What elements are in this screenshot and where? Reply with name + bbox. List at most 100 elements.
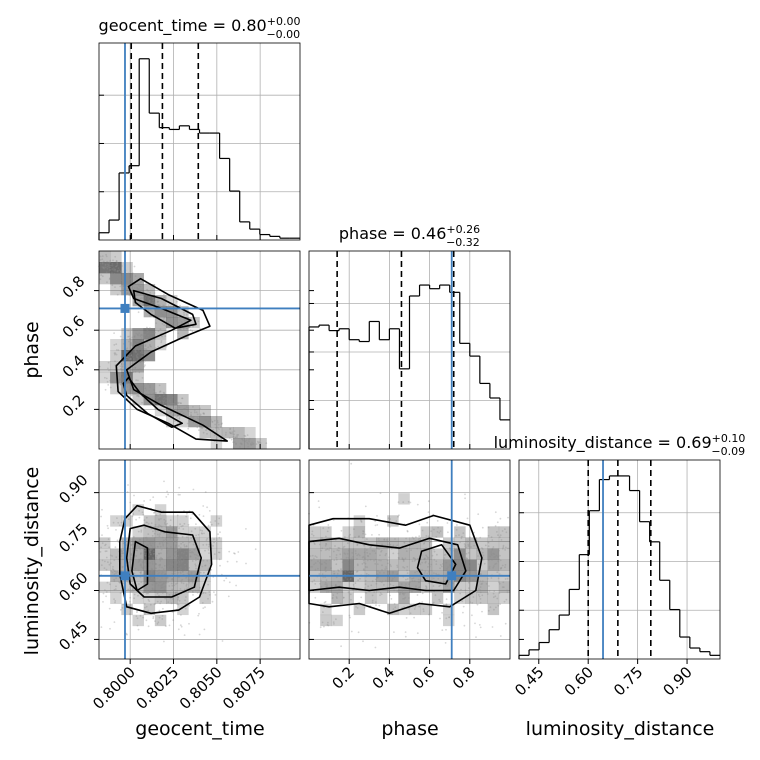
sample-point xyxy=(447,583,450,586)
sample-point xyxy=(166,317,169,320)
sample-point xyxy=(336,572,339,575)
sample-point xyxy=(159,578,161,581)
sample-point xyxy=(129,357,132,360)
sample-point xyxy=(99,262,101,265)
sample-point xyxy=(152,299,155,302)
sample-point xyxy=(386,539,388,541)
sample-point xyxy=(121,565,124,568)
density-cell xyxy=(166,581,178,593)
sample-point xyxy=(119,383,122,386)
sample-point xyxy=(156,314,159,317)
density-cell xyxy=(420,581,433,593)
sample-point xyxy=(151,588,154,591)
sample-point xyxy=(468,579,471,582)
sample-point xyxy=(224,434,227,436)
sample-point xyxy=(184,563,187,566)
sample-point xyxy=(476,549,479,551)
sample-point xyxy=(147,346,150,349)
sample-point xyxy=(186,327,189,330)
sample-point xyxy=(127,518,130,521)
sample-point xyxy=(448,616,451,619)
sample-point xyxy=(196,413,199,416)
sample-point xyxy=(164,521,166,524)
sample-point xyxy=(147,298,150,300)
density-cell xyxy=(233,438,245,450)
sample-point xyxy=(356,544,359,547)
sample-point xyxy=(164,597,167,600)
sample-point xyxy=(313,563,315,566)
sample-point xyxy=(144,392,147,395)
sample-point xyxy=(115,275,118,277)
sample-point xyxy=(137,384,140,387)
sample-point xyxy=(107,263,109,266)
sample-point xyxy=(324,570,327,573)
sample-point xyxy=(181,570,184,573)
sample-point xyxy=(133,597,136,600)
sample-point xyxy=(170,315,173,318)
density-cell xyxy=(454,537,466,549)
sample-point xyxy=(459,556,461,559)
sample-point xyxy=(397,515,399,518)
sample-point xyxy=(171,537,174,539)
sample-point xyxy=(433,572,435,574)
sample-point xyxy=(135,555,138,557)
sample-point xyxy=(360,596,363,599)
sample-point xyxy=(424,557,427,560)
sample-point xyxy=(424,570,427,572)
sample-point xyxy=(157,304,159,307)
sample-point xyxy=(182,528,185,530)
sample-point xyxy=(225,431,227,434)
sample-point xyxy=(363,561,365,564)
sample-point xyxy=(110,562,112,564)
sample-point xyxy=(141,355,144,358)
sample-point xyxy=(165,591,168,594)
sample-point xyxy=(140,337,143,339)
sample-point xyxy=(462,611,464,614)
sample-point xyxy=(171,396,174,399)
density-cell xyxy=(177,526,189,538)
sample-point xyxy=(328,559,331,561)
sample-point xyxy=(126,383,129,386)
sample-point xyxy=(165,557,168,559)
sample-point xyxy=(467,545,470,547)
sample-point xyxy=(501,586,504,589)
sample-point xyxy=(395,520,398,522)
density-cell xyxy=(121,581,133,593)
density-cell xyxy=(420,526,433,538)
sample-point xyxy=(116,276,119,279)
sample-point xyxy=(398,514,400,517)
sample-point xyxy=(492,552,495,555)
sample-point xyxy=(408,597,410,599)
sample-point xyxy=(126,273,128,276)
density-cell xyxy=(364,592,377,605)
sample-point xyxy=(167,556,170,559)
sample-point xyxy=(134,366,137,369)
sample-point xyxy=(502,581,505,584)
sample-point xyxy=(127,340,130,343)
sample-point xyxy=(139,388,142,390)
density-cell xyxy=(121,537,133,549)
sample-point xyxy=(129,342,132,344)
sample-point xyxy=(194,557,197,559)
sample-point xyxy=(364,583,367,585)
sample-point xyxy=(474,622,476,625)
sample-point xyxy=(161,399,164,402)
sample-point xyxy=(100,564,103,567)
density-cell xyxy=(454,559,466,571)
sample-point xyxy=(464,544,467,547)
sample-point xyxy=(132,371,135,373)
sample-point xyxy=(138,368,141,371)
sample-point xyxy=(129,600,131,603)
sample-point xyxy=(195,534,198,537)
sample-point xyxy=(157,621,160,624)
sample-point xyxy=(163,564,166,567)
sample-point xyxy=(314,555,317,557)
sample-point xyxy=(240,443,243,446)
truth-layer xyxy=(99,43,604,659)
sample-point xyxy=(135,379,138,382)
sample-point xyxy=(187,578,190,581)
sample-point xyxy=(347,566,349,569)
sample-point xyxy=(447,531,449,534)
sample-point xyxy=(321,547,324,550)
sample-point xyxy=(479,586,482,588)
